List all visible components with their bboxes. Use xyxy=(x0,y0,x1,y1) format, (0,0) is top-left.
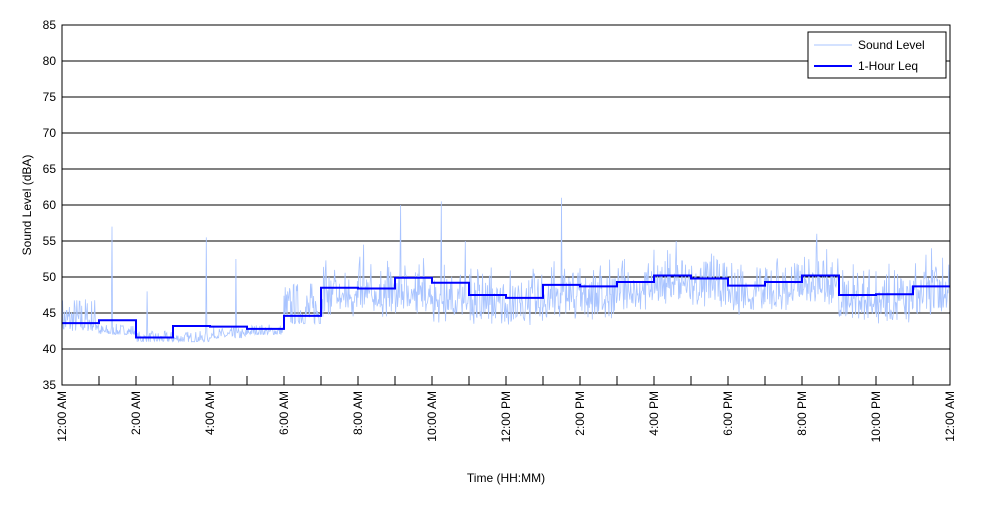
y-tick-label: 65 xyxy=(43,162,57,176)
leq-series xyxy=(62,274,950,339)
y-tick-label: 50 xyxy=(43,270,57,284)
x-tick-label: 8:00 PM xyxy=(795,391,809,436)
x-tick-label: 2:00 PM xyxy=(573,391,587,436)
x-tick-label: 8:00 AM xyxy=(351,391,365,435)
x-tick-label: 10:00 PM xyxy=(869,391,883,442)
x-axis-label: Time (HH:MM) xyxy=(467,471,545,485)
legend-label-leq: 1-Hour Leq xyxy=(858,59,918,73)
x-tick-label: 6:00 AM xyxy=(277,391,291,435)
x-tick-label: 12:00 AM xyxy=(943,391,957,442)
x-tick-label: 2:00 AM xyxy=(129,391,143,435)
y-tick-label: 60 xyxy=(43,198,57,212)
x-tick-label: 6:00 PM xyxy=(721,391,735,436)
sound-level-series xyxy=(61,197,951,344)
x-tick-label: 10:00 AM xyxy=(425,391,439,442)
x-tick-label: 12:00 PM xyxy=(499,391,513,442)
y-tick-label: 70 xyxy=(43,126,57,140)
y-axis-label: Sound Level (dBA) xyxy=(20,155,34,256)
y-tick-label: 55 xyxy=(43,234,57,248)
y-tick-label: 80 xyxy=(43,54,57,68)
leq-line xyxy=(62,274,950,339)
legend-label-sound-level: Sound Level xyxy=(858,38,925,52)
y-tick-label: 75 xyxy=(43,90,57,104)
y-tick-label: 35 xyxy=(43,378,57,392)
x-tick-label: 4:00 PM xyxy=(647,391,661,436)
y-tick-label: 85 xyxy=(43,18,57,32)
sound-level-line xyxy=(61,197,951,344)
y-tick-label: 45 xyxy=(43,306,57,320)
x-tick-label: 12:00 AM xyxy=(55,391,69,442)
y-tick-label: 40 xyxy=(43,342,57,356)
legend: Sound Level 1-Hour Leq xyxy=(807,31,947,79)
x-tick-label: 4:00 AM xyxy=(203,391,217,435)
